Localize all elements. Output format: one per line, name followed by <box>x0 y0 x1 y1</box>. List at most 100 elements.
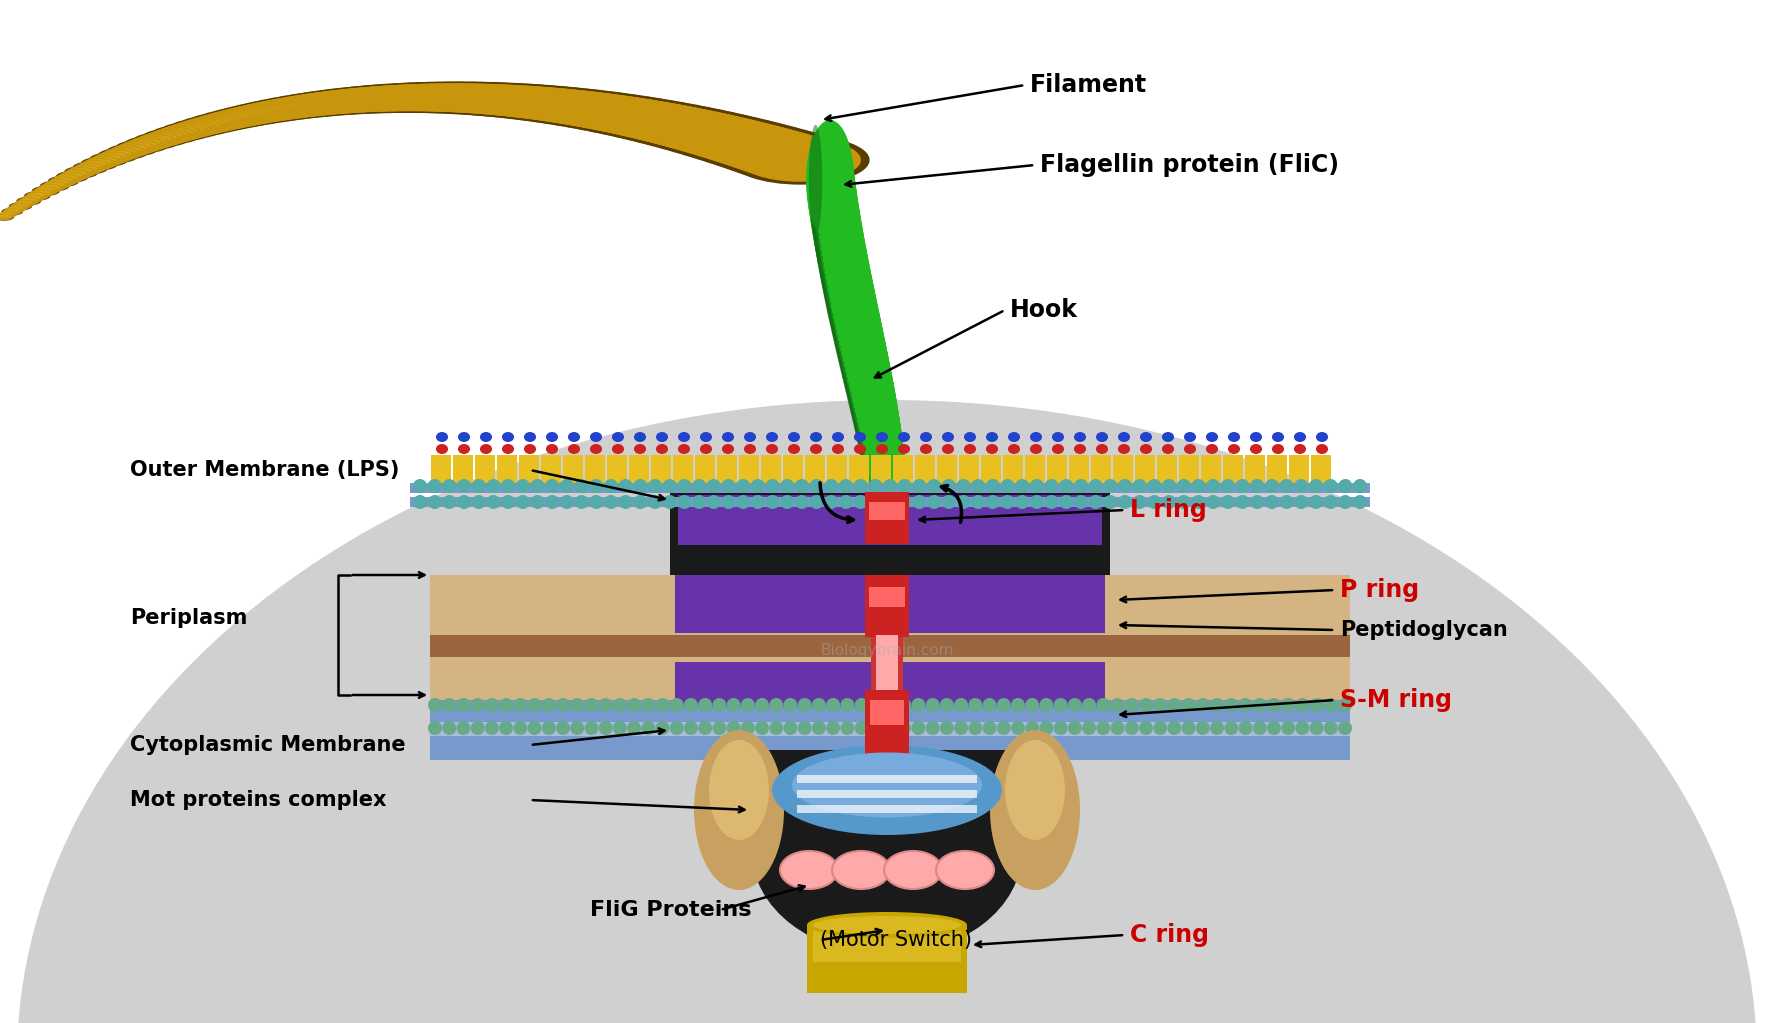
Ellipse shape <box>863 396 875 491</box>
Text: Flagellin protein (FliC): Flagellin protein (FliC) <box>1040 153 1338 177</box>
Ellipse shape <box>813 916 960 934</box>
Ellipse shape <box>169 120 222 138</box>
Ellipse shape <box>840 721 854 735</box>
Ellipse shape <box>444 87 502 100</box>
Ellipse shape <box>744 444 756 454</box>
Bar <box>1202 455 1221 483</box>
Ellipse shape <box>676 120 790 161</box>
Ellipse shape <box>1132 495 1147 509</box>
Ellipse shape <box>971 495 985 509</box>
Bar <box>783 455 802 483</box>
Ellipse shape <box>864 401 875 495</box>
Ellipse shape <box>898 495 912 509</box>
Ellipse shape <box>106 144 149 160</box>
Ellipse shape <box>213 113 250 121</box>
Ellipse shape <box>964 444 976 454</box>
Ellipse shape <box>841 293 854 394</box>
Ellipse shape <box>682 121 797 162</box>
Ellipse shape <box>325 86 405 114</box>
Ellipse shape <box>394 87 449 99</box>
Ellipse shape <box>1074 432 1086 442</box>
Ellipse shape <box>866 440 907 540</box>
Ellipse shape <box>586 99 689 136</box>
Ellipse shape <box>818 186 832 293</box>
Ellipse shape <box>955 721 967 735</box>
Ellipse shape <box>373 84 447 112</box>
Ellipse shape <box>193 118 229 126</box>
Ellipse shape <box>824 215 838 320</box>
Ellipse shape <box>476 85 564 117</box>
Ellipse shape <box>843 305 886 413</box>
Ellipse shape <box>357 83 440 113</box>
Ellipse shape <box>1012 721 1024 735</box>
Ellipse shape <box>618 106 692 124</box>
Ellipse shape <box>809 495 824 509</box>
Ellipse shape <box>1104 479 1116 493</box>
Ellipse shape <box>41 185 59 189</box>
Ellipse shape <box>18 201 32 205</box>
Ellipse shape <box>765 479 779 493</box>
Ellipse shape <box>809 432 822 442</box>
Ellipse shape <box>405 87 460 99</box>
Ellipse shape <box>37 184 62 193</box>
Ellipse shape <box>641 112 717 129</box>
Ellipse shape <box>825 221 838 326</box>
Ellipse shape <box>50 180 69 184</box>
Bar <box>410 483 1370 493</box>
Ellipse shape <box>1074 495 1088 509</box>
Ellipse shape <box>792 753 982 817</box>
Ellipse shape <box>600 103 674 120</box>
Ellipse shape <box>1015 479 1030 493</box>
Ellipse shape <box>850 336 863 434</box>
Ellipse shape <box>623 107 699 125</box>
Ellipse shape <box>925 698 939 712</box>
Ellipse shape <box>195 113 247 131</box>
Ellipse shape <box>896 698 911 712</box>
Ellipse shape <box>643 110 753 150</box>
Ellipse shape <box>1069 721 1081 735</box>
Ellipse shape <box>827 232 841 337</box>
Ellipse shape <box>87 160 112 165</box>
Ellipse shape <box>827 233 872 347</box>
Ellipse shape <box>1211 721 1225 735</box>
Bar <box>669 490 1109 575</box>
Ellipse shape <box>298 95 344 105</box>
Ellipse shape <box>584 698 598 712</box>
Ellipse shape <box>824 209 836 315</box>
Ellipse shape <box>852 347 895 453</box>
Ellipse shape <box>351 89 401 101</box>
Ellipse shape <box>625 107 733 145</box>
Ellipse shape <box>229 104 286 124</box>
Ellipse shape <box>609 103 714 141</box>
Ellipse shape <box>410 87 467 99</box>
Ellipse shape <box>726 721 740 735</box>
Ellipse shape <box>943 495 955 509</box>
Ellipse shape <box>449 87 508 100</box>
Bar <box>674 575 1106 633</box>
Ellipse shape <box>1196 721 1211 735</box>
Ellipse shape <box>712 698 726 712</box>
Ellipse shape <box>1205 444 1218 454</box>
Ellipse shape <box>589 444 602 454</box>
Ellipse shape <box>295 92 359 115</box>
Ellipse shape <box>820 198 866 314</box>
Ellipse shape <box>275 93 346 118</box>
Ellipse shape <box>447 84 532 115</box>
Ellipse shape <box>227 108 266 118</box>
Ellipse shape <box>311 90 376 114</box>
Ellipse shape <box>809 479 824 493</box>
Ellipse shape <box>518 88 627 126</box>
Ellipse shape <box>1012 698 1024 712</box>
Ellipse shape <box>431 82 527 116</box>
Bar <box>1134 455 1156 483</box>
Ellipse shape <box>781 479 793 493</box>
Ellipse shape <box>919 444 932 454</box>
Ellipse shape <box>414 479 428 493</box>
Ellipse shape <box>589 479 604 493</box>
Ellipse shape <box>985 444 998 454</box>
Ellipse shape <box>1294 432 1306 442</box>
Ellipse shape <box>818 180 831 287</box>
Ellipse shape <box>575 495 589 509</box>
Ellipse shape <box>335 90 385 102</box>
Ellipse shape <box>16 196 41 206</box>
